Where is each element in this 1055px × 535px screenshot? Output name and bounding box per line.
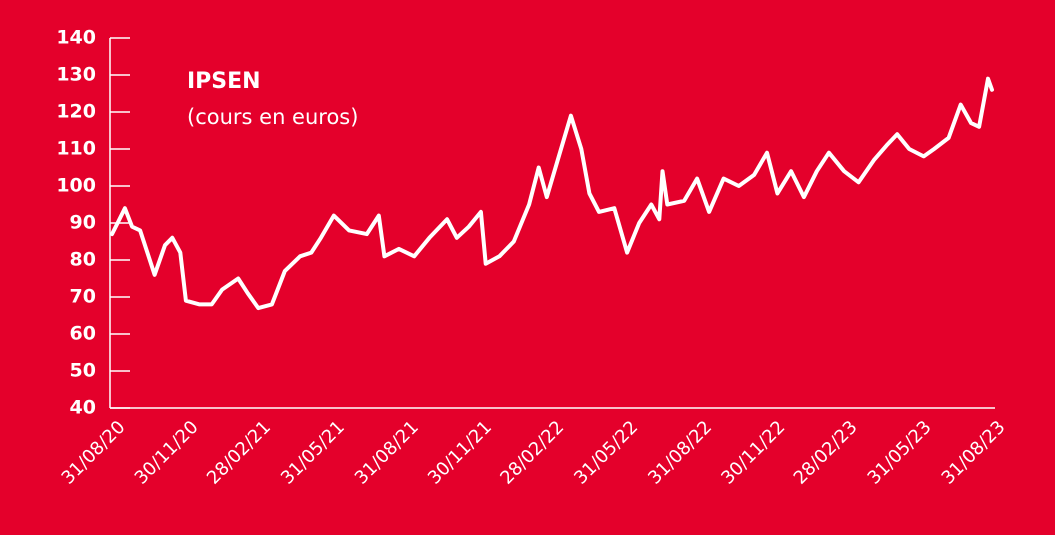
x-tick-label: 31/08/22 bbox=[644, 417, 716, 489]
y-tick-label: 110 bbox=[56, 138, 96, 160]
x-tick-label: 31/05/21 bbox=[277, 417, 349, 489]
y-tick-label: 90 bbox=[70, 212, 96, 234]
x-tick-label: 31/08/23 bbox=[938, 417, 1010, 489]
y-tick-label: 100 bbox=[56, 175, 96, 197]
x-tick-label: 31/08/20 bbox=[58, 417, 130, 489]
chart-title: IPSEN bbox=[187, 69, 261, 94]
x-tick-label: 28/02/23 bbox=[790, 417, 862, 489]
x-tick-label: 30/11/20 bbox=[131, 417, 203, 489]
x-tick-label: 30/11/21 bbox=[424, 417, 496, 489]
price-line bbox=[110, 76, 994, 311]
x-tick-label: 31/08/21 bbox=[351, 417, 423, 489]
y-tick-label: 80 bbox=[70, 249, 96, 271]
y-tick-label: 60 bbox=[70, 323, 96, 345]
y-tick-label: 130 bbox=[56, 64, 96, 86]
x-tick-label: 28/02/21 bbox=[203, 417, 275, 489]
x-tick-label: 31/05/23 bbox=[864, 417, 936, 489]
y-tick-label: 50 bbox=[70, 360, 96, 382]
x-tick-label: 28/02/22 bbox=[496, 417, 568, 489]
chart-subtitle: (cours en euros) bbox=[187, 105, 358, 129]
y-tick-label: 40 bbox=[70, 397, 96, 419]
y-tick-label: 140 bbox=[56, 27, 96, 49]
y-tick-label: 120 bbox=[56, 101, 96, 123]
x-tick-label: 30/11/22 bbox=[717, 417, 789, 489]
x-tick-label: 31/05/22 bbox=[570, 417, 642, 489]
y-tick-label: 70 bbox=[70, 286, 96, 308]
